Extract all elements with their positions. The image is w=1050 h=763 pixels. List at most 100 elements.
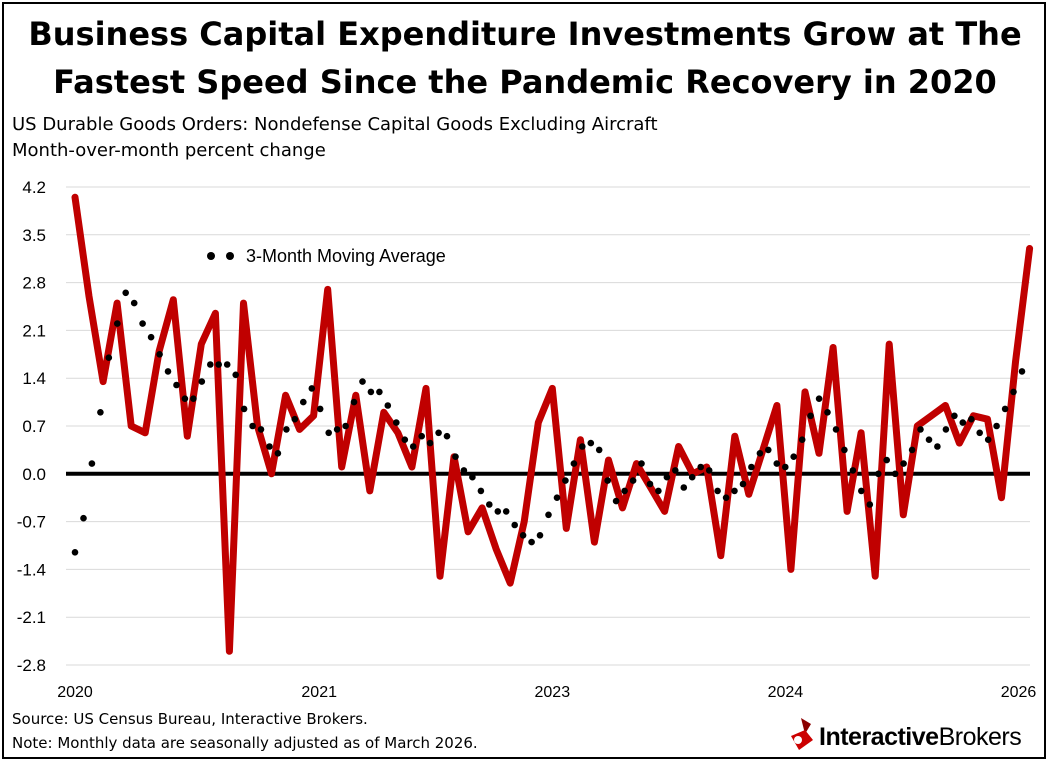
moving-average-point (477, 487, 485, 495)
moving-average-point (579, 443, 586, 450)
y-tick-label: 0.0 (22, 465, 46, 484)
moving-average-point (511, 521, 518, 529)
moving-average-point (866, 501, 874, 508)
moving-average-point (426, 439, 434, 447)
moving-average-point (959, 419, 967, 426)
moving-average-point (984, 436, 992, 444)
moving-average-point (934, 443, 941, 450)
moving-average-point (300, 398, 307, 406)
moving-average-point (376, 388, 383, 396)
y-tick-label: -0.7 (17, 513, 46, 532)
moving-average-point (612, 497, 620, 505)
moving-average-point (739, 480, 747, 488)
chart-plot: 4.2 3.5 2.8 2.1 1.4 0.7 0.0 -0.7 -1.4 -2.1 -2.8 20… (17, 178, 1037, 700)
moving-average-point (469, 473, 476, 481)
moving-average-point (207, 361, 214, 368)
moving-average-point (308, 385, 316, 392)
moving-average-point (401, 436, 409, 444)
y-tick-label: -2.8 (17, 656, 46, 675)
moving-average-point (240, 405, 248, 413)
y-axis-ticks: 4.2 3.5 2.8 2.1 1.4 0.7 0.0 -0.7 -1.4 -2.1 -2.8 (17, 178, 46, 675)
y-tick-label: 2.1 (22, 321, 46, 340)
moving-average-point (773, 460, 781, 467)
moving-average-point (638, 460, 645, 467)
x-tick-label: 2020 (57, 684, 93, 700)
moving-average-point (680, 484, 688, 491)
moving-average-point (139, 320, 146, 327)
chart-subtitle-line1: US Durable Goods Orders: Nondefense Capi… (12, 114, 658, 135)
y-tick-label: 1.4 (22, 369, 46, 388)
y-tick-label: 0.7 (22, 417, 46, 436)
moving-average-point (122, 289, 129, 297)
footnote: Note: Monthly data are seasonally adjust… (12, 734, 478, 752)
moving-average-point (519, 532, 527, 539)
moving-average-point (824, 409, 831, 416)
moving-average-point (807, 412, 814, 420)
moving-average-point (232, 371, 239, 379)
x-tick-label: 2021 (301, 684, 337, 700)
moving-average-point (545, 511, 552, 519)
moving-average-point (190, 395, 197, 403)
moving-average-point (1010, 388, 1017, 396)
moving-average-point (173, 381, 180, 389)
y-tick-label: 4.2 (22, 178, 46, 197)
moving-average-point (672, 467, 679, 474)
moving-average-point (891, 470, 899, 478)
moving-average-point (435, 429, 442, 437)
moving-average-point (993, 422, 1000, 430)
moving-average-point (883, 456, 890, 464)
moving-average-point (646, 480, 654, 488)
moving-average-point (917, 426, 924, 433)
moving-average-point (105, 354, 113, 362)
moving-average-point (1018, 368, 1026, 375)
moving-average-point (748, 463, 755, 471)
moving-average-point (815, 395, 823, 403)
moving-average-point (342, 422, 349, 430)
moving-average-point (156, 351, 163, 358)
moving-average-point (714, 487, 721, 495)
monthly-series-line (71, 193, 1034, 655)
moving-average-point (832, 426, 840, 433)
moving-average-point (875, 470, 882, 478)
moving-average-point (249, 422, 256, 430)
moving-average-point (164, 368, 172, 375)
moving-average-point (553, 494, 561, 502)
moving-average-point (849, 467, 857, 474)
moving-average-point (257, 426, 265, 433)
logo-wordmark: InteractiveBrokers (819, 722, 1022, 752)
moving-average-point (782, 463, 789, 471)
moving-average-point (528, 538, 535, 546)
x-axis-ticks: 2020 2021 2023 2024 2026 (57, 684, 1036, 700)
moving-average-point (722, 494, 730, 502)
moving-average-point (858, 487, 865, 495)
brand-logo: InteractiveBrokers (791, 716, 1041, 756)
moving-average-point (316, 405, 324, 413)
x-tick-label: 2023 (535, 684, 571, 700)
moving-average-point (350, 398, 358, 406)
moving-average-point (80, 514, 87, 522)
moving-average-point (88, 460, 96, 467)
chart-title-line1: Business Capital Expenditure Investments… (28, 15, 1022, 53)
logo-word-interactive: Interactive (819, 723, 939, 751)
moving-average-point (114, 320, 121, 327)
logo-word-brokers: Brokers (938, 723, 1022, 751)
moving-average-point (266, 443, 273, 450)
moving-average-point (705, 467, 713, 474)
moving-average-point (494, 508, 502, 515)
y-tick-label: -1.4 (17, 560, 46, 579)
interactive-brokers-logo-icon (791, 718, 813, 750)
moving-average-point (283, 426, 290, 433)
moving-average-point (223, 361, 231, 368)
moving-average-point (359, 378, 366, 385)
moving-average-point (942, 426, 950, 433)
moving-average-point (486, 501, 493, 508)
moving-average-point (790, 453, 797, 461)
moving-average-point (570, 460, 578, 467)
moving-average-point (502, 508, 510, 515)
moving-average-point (325, 429, 333, 437)
moving-average-series (71, 289, 1026, 556)
moving-average-point (900, 460, 907, 467)
legend-dot-1 (207, 252, 215, 260)
moving-average-point (655, 487, 662, 495)
moving-average-point (562, 477, 569, 484)
